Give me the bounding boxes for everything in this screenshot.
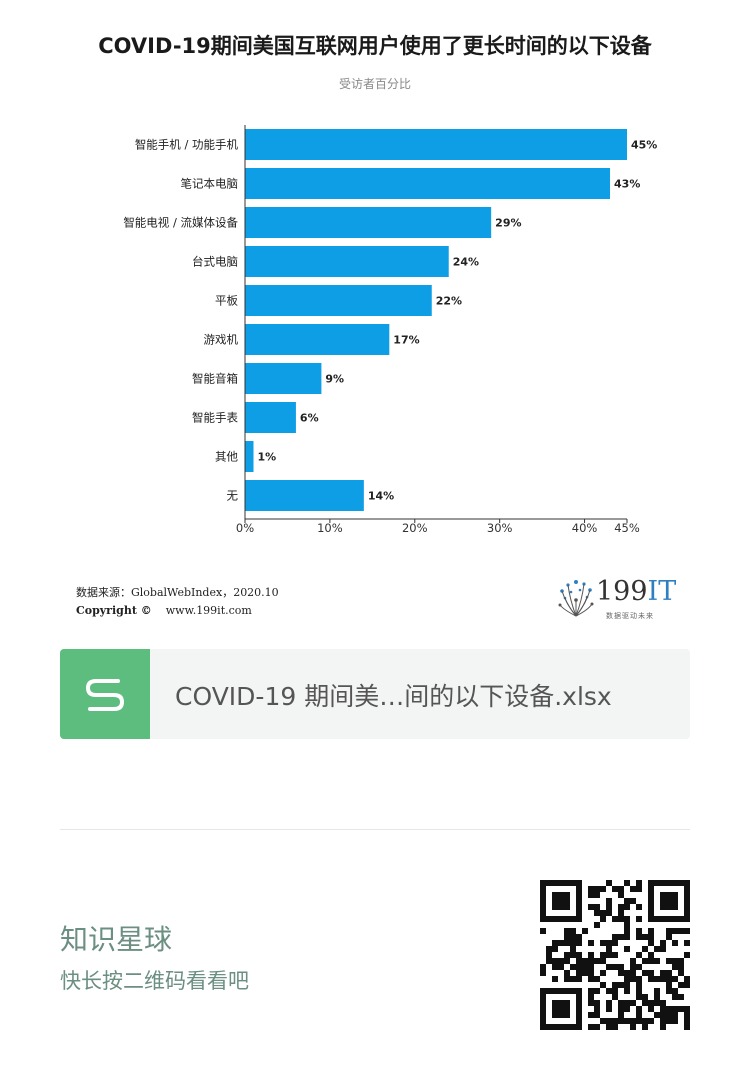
bar xyxy=(245,480,364,511)
value-label: 45% xyxy=(631,139,657,152)
file-attachment-card[interactable]: COVID-19 期间美…间的以下设备.xlsx xyxy=(60,649,690,739)
logo-accent-text: IT xyxy=(647,576,677,607)
x-tick-label: 0% xyxy=(236,521,254,535)
brand-logo: 199IT 数据驱动未来 xyxy=(554,574,676,624)
dandelion-icon xyxy=(558,580,594,617)
x-tick-label: 10% xyxy=(317,521,343,535)
chart-title: COVID-19期间美国互联网用户使用了更长时间的以下设备 xyxy=(98,34,652,58)
value-label: 24% xyxy=(453,256,479,269)
bar xyxy=(245,363,322,394)
promo-subtitle: 快长按二维码看看吧 xyxy=(60,969,249,993)
file-name: COVID-19 期间美…间的以下设备.xlsx xyxy=(175,682,612,711)
spreadsheet-s-icon xyxy=(60,649,150,739)
promo-title: 知识星球 xyxy=(60,923,173,956)
bar xyxy=(245,402,296,433)
bar xyxy=(245,285,432,316)
category-label: 笔记本电脑 xyxy=(181,177,239,191)
x-tick-label: 20% xyxy=(402,521,428,535)
bar xyxy=(245,207,492,238)
category-label: 智能音箱 xyxy=(192,372,238,386)
category-label: 平板 xyxy=(215,294,238,308)
value-label: 22% xyxy=(436,295,462,308)
value-label: 43% xyxy=(614,178,640,191)
x-tick-label: 45% xyxy=(614,521,640,535)
value-label: 29% xyxy=(495,217,521,230)
category-label: 智能手表 xyxy=(192,411,238,425)
value-label: 9% xyxy=(325,373,344,386)
bar xyxy=(245,441,254,472)
bar xyxy=(245,246,449,277)
logo-tagline: 数据驱动未来 xyxy=(606,612,654,620)
x-tick-label: 30% xyxy=(487,521,513,535)
value-label: 14% xyxy=(368,490,394,503)
bar xyxy=(245,168,611,199)
category-label: 其他 xyxy=(215,450,238,464)
logo-main-text: 199 xyxy=(596,576,648,607)
value-label: 1% xyxy=(257,451,276,464)
divider xyxy=(60,829,690,830)
bar-chart: 智能手机 / 功能手机 45% 笔记本电脑 43% 智能电视 / 流媒体设备 29% 台式电… xyxy=(123,125,657,535)
copyright-label: Copyright © xyxy=(76,604,152,617)
chart-subtitle: 受访者百分比 xyxy=(338,77,411,91)
source-line: 数据来源：GlobalWebIndex，2020.10 xyxy=(76,586,279,599)
category-label: 无 xyxy=(227,489,239,503)
category-label: 游戏机 xyxy=(204,333,239,347)
website-link[interactable]: www.199it.com xyxy=(165,604,252,617)
copyright-line: Copyright © www.199it.com xyxy=(76,604,252,617)
bar xyxy=(245,324,390,355)
bar xyxy=(245,129,627,160)
qr-code-icon[interactable] xyxy=(540,880,690,1030)
x-tick-label: 40% xyxy=(572,521,598,535)
category-label: 智能电视 / 流媒体设备 xyxy=(123,216,238,230)
category-label: 智能手机 / 功能手机 xyxy=(135,138,239,152)
category-label: 台式电脑 xyxy=(192,255,238,269)
value-label: 17% xyxy=(393,334,419,347)
value-label: 6% xyxy=(300,412,319,425)
